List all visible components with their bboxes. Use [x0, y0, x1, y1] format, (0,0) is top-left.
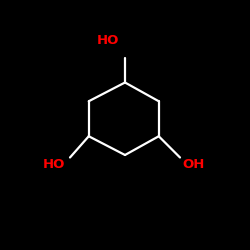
Text: OH: OH [182, 158, 205, 172]
Text: HO: HO [96, 34, 119, 47]
Text: HO: HO [42, 158, 65, 172]
